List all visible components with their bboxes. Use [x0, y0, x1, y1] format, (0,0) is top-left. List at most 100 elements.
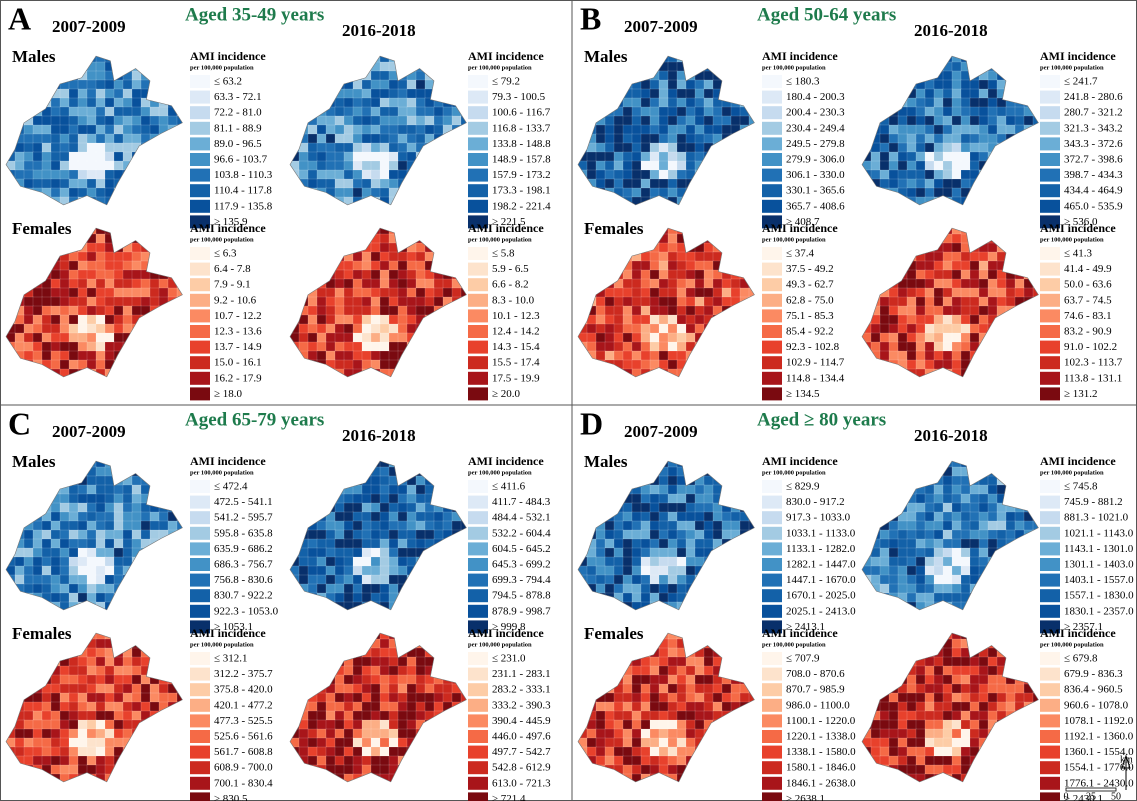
map-cell — [406, 97, 417, 108]
map-cell — [739, 56, 750, 63]
map-cell — [433, 178, 444, 189]
map-cell — [668, 206, 678, 216]
legend-swatch — [762, 184, 782, 198]
map-cell — [924, 88, 935, 99]
map-cell — [703, 583, 714, 594]
legend-swatch — [190, 589, 210, 603]
legend-swatch — [762, 121, 782, 135]
map-cell — [424, 61, 435, 72]
map-cell — [370, 70, 381, 81]
map-cell — [862, 133, 872, 144]
map-cell — [140, 228, 151, 235]
map-cell — [712, 88, 723, 99]
map-cell — [595, 142, 606, 153]
map-cell — [32, 115, 43, 126]
map-cell — [388, 278, 399, 289]
map-cell — [730, 61, 741, 72]
map-cell — [176, 115, 183, 126]
legend-item: ≤ 472.4 — [214, 481, 248, 493]
map-cell — [933, 269, 944, 280]
map-cell — [122, 106, 133, 117]
map-cell — [667, 278, 678, 289]
legend-subtitle: per 100,000 population — [1040, 236, 1104, 243]
map-cell — [442, 773, 453, 782]
map-cell — [325, 142, 336, 153]
legend-item: 63.3 - 72.1 — [214, 91, 262, 103]
legend-title: AMI incidence — [190, 626, 266, 640]
map-cell — [59, 647, 70, 658]
map-cell — [95, 556, 106, 567]
map-cell — [158, 665, 169, 676]
map-cell — [415, 151, 426, 162]
map-cell — [325, 341, 336, 352]
map-cell — [50, 556, 61, 567]
legend-item: 398.7 - 434.3 — [1064, 169, 1123, 181]
map-cell — [32, 547, 43, 558]
map-cell — [433, 251, 444, 262]
map-cell — [924, 278, 935, 289]
map-cell — [951, 142, 962, 153]
map-cell — [140, 493, 151, 504]
map-cell — [131, 520, 142, 531]
map-cell — [361, 260, 372, 271]
map-cell — [298, 160, 309, 171]
map-cell — [131, 142, 142, 153]
map-cell — [442, 160, 453, 171]
map-cell — [631, 529, 642, 540]
map-cell — [343, 242, 354, 253]
map-cell — [50, 124, 61, 135]
map-cell — [933, 151, 944, 162]
map-cell — [131, 583, 142, 594]
map-cell — [969, 296, 980, 307]
map-cell — [739, 88, 750, 99]
map-cell — [325, 737, 336, 748]
map-cell — [316, 332, 327, 343]
map-cell — [451, 692, 462, 703]
map-cell — [149, 142, 160, 153]
legend-item: 63.7 - 74.5 — [1064, 294, 1112, 306]
map-cell — [113, 647, 124, 658]
map-cell — [352, 287, 363, 298]
map-cell — [6, 755, 16, 766]
map-cell — [370, 728, 381, 739]
legend-swatch — [468, 262, 488, 276]
map-cell — [334, 323, 345, 334]
map-cell — [640, 461, 651, 468]
map-cell — [343, 260, 354, 271]
legend-item: 92.3 - 102.8 — [786, 341, 840, 353]
map-cell — [658, 332, 669, 343]
map-cell — [68, 269, 79, 280]
map-cell — [622, 547, 633, 558]
map-cell — [1023, 79, 1034, 90]
map-cell — [870, 287, 881, 298]
map-cell — [41, 287, 52, 298]
map-cell — [158, 683, 169, 694]
map-cell — [14, 242, 25, 253]
map-cell — [951, 97, 962, 108]
map-cell — [1014, 251, 1025, 262]
map-cell — [924, 178, 935, 189]
map-cell — [86, 665, 97, 676]
map-cell — [343, 142, 354, 153]
map-cell — [640, 538, 651, 549]
map-cell — [897, 350, 908, 361]
legend-swatch — [190, 278, 210, 292]
map-cell — [131, 368, 142, 377]
legend-title: AMI incidence — [1040, 49, 1116, 63]
map-cell — [14, 323, 25, 334]
map-cell — [451, 746, 462, 757]
map-cell — [987, 178, 998, 189]
map-cell — [50, 755, 61, 766]
map-cell — [158, 341, 169, 352]
map-cell — [586, 341, 597, 352]
map-cell — [69, 378, 79, 388]
map-cell — [434, 206, 444, 216]
map-cell — [888, 151, 899, 162]
legend-item: 472.5 - 541.1 — [214, 496, 273, 508]
map-cell — [451, 242, 462, 253]
map-cell — [86, 746, 97, 757]
map-cell — [879, 305, 890, 316]
map-cell — [167, 56, 178, 63]
map-cell — [721, 520, 732, 531]
map-cell — [41, 529, 52, 540]
